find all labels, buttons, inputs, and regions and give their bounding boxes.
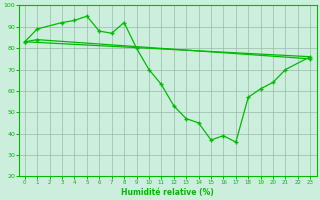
X-axis label: Humidité relative (%): Humidité relative (%) xyxy=(121,188,214,197)
